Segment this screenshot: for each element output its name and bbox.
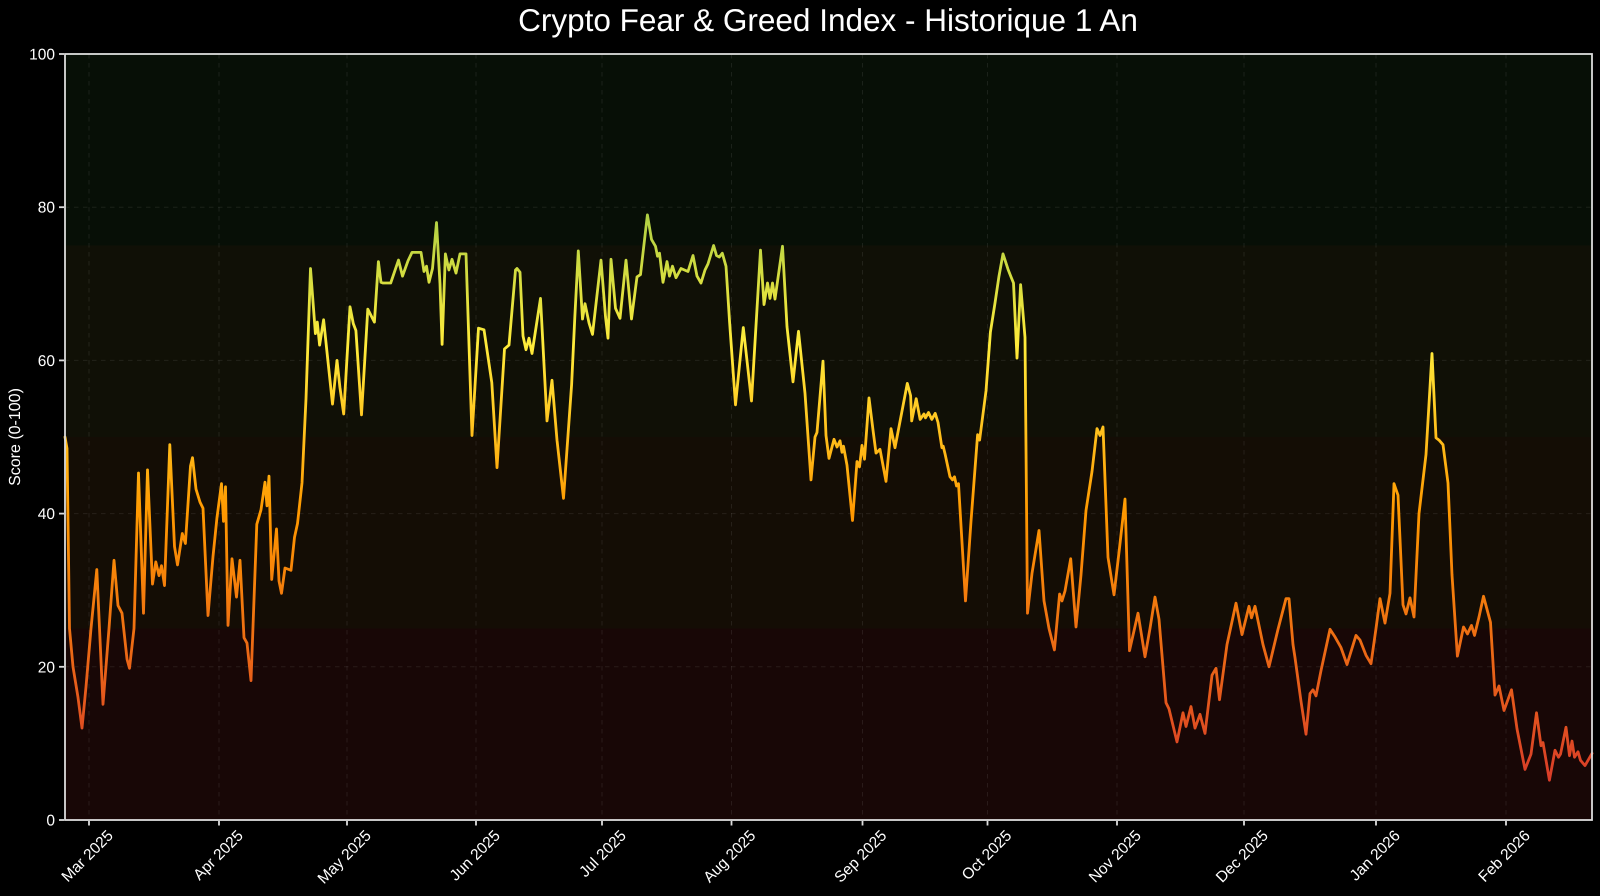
svg-text:Crypto Fear & Greed Index - Hi: Crypto Fear & Greed Index - Historique 1…	[518, 2, 1138, 38]
svg-text:Score (0-100): Score (0-100)	[7, 388, 24, 486]
svg-text:60: 60	[38, 353, 56, 370]
svg-text:20: 20	[38, 659, 56, 676]
svg-text:40: 40	[38, 506, 56, 523]
svg-text:0: 0	[46, 813, 55, 830]
svg-text:80: 80	[38, 200, 56, 217]
svg-text:100: 100	[29, 47, 55, 64]
